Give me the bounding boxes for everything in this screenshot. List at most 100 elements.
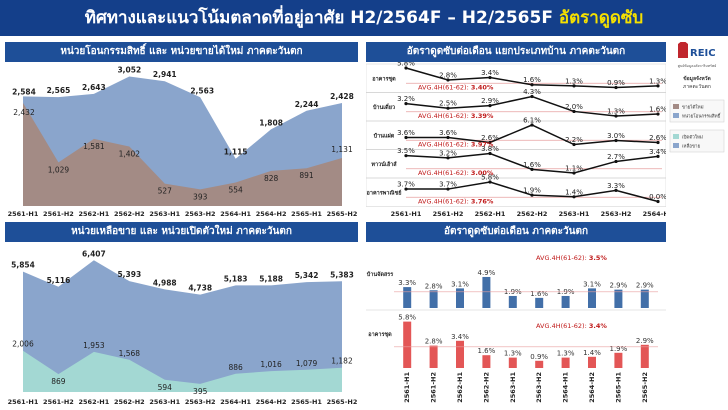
panel-title-top-right: อัตราดูดซับต่อเดือน แยกประเภทบ้าน ภาคตะว… xyxy=(366,42,666,62)
data-label: 869 xyxy=(51,377,66,386)
data-label: 1,568 xyxy=(119,349,141,358)
data-label: 2.7% xyxy=(607,153,625,161)
data-label: 3.2% xyxy=(397,95,415,103)
logo-subtitle: ศูนย์ข้อมูลอสังหาริมทรัพย์ xyxy=(678,64,717,68)
plot-background xyxy=(366,242,666,408)
data-label: 2.9% xyxy=(481,97,499,105)
bar xyxy=(403,321,412,368)
data-label: 2.6% xyxy=(481,134,499,142)
data-label: 1.4% xyxy=(565,188,583,196)
data-label: 393 xyxy=(193,192,208,201)
x-tick-label: 2561-H2 xyxy=(433,210,464,218)
avg-annotation: AVG.4H(61-62): 3.40% xyxy=(418,84,494,92)
row-frame xyxy=(366,177,666,207)
data-label: 2.9% xyxy=(610,282,628,290)
data-label: 1.6% xyxy=(530,290,548,298)
data-point xyxy=(404,66,408,70)
data-label: 594 xyxy=(158,383,173,392)
avg-annotation: AVG.4H(61-62): 3.76% xyxy=(418,198,494,206)
data-label: 1,581 xyxy=(83,142,105,151)
data-label: 554 xyxy=(229,185,244,194)
bar xyxy=(482,276,491,308)
data-point xyxy=(446,156,450,160)
data-label: 1.9% xyxy=(523,187,541,195)
data-point xyxy=(530,193,534,197)
data-point xyxy=(572,195,576,199)
x-tick-label: 2564-H1 xyxy=(220,398,251,406)
data-label: 3.5% xyxy=(397,147,415,155)
data-point xyxy=(446,187,450,191)
data-label: 1.3% xyxy=(607,108,625,116)
data-point xyxy=(572,171,576,175)
data-point xyxy=(488,151,492,156)
legend-swatch-new-launch xyxy=(673,134,679,139)
data-label: 2.8% xyxy=(439,71,457,79)
data-label: 1,029 xyxy=(48,165,70,174)
bar xyxy=(535,360,544,368)
data-label: 891 xyxy=(299,171,314,180)
data-point xyxy=(614,138,618,143)
data-point xyxy=(446,106,450,110)
legend-label-new-sales: ขายได้ใหม่ xyxy=(682,105,704,111)
data-label: 2.0% xyxy=(565,103,583,111)
data-point xyxy=(614,188,618,193)
data-label: 3.3% xyxy=(607,182,625,190)
data-label: 1,402 xyxy=(119,150,141,159)
avg-label: AVG.4H(61-62): xyxy=(418,169,471,177)
avg-label: AVG.4H(61-62): xyxy=(418,112,471,120)
row-label: ทาวน์เฮ้าส์ xyxy=(371,160,397,168)
data-label: 4,738 xyxy=(188,284,212,293)
reic-logo: REIC ศูนย์ข้อมูลอสังหาริมทรัพย์ xyxy=(678,42,717,68)
data-label: 4,988 xyxy=(153,278,177,287)
data-point xyxy=(446,135,450,140)
avg-annotation: AVG.4H(61-62): 3.39% xyxy=(418,112,494,120)
bar xyxy=(482,355,491,368)
data-label: 5,183 xyxy=(224,274,248,283)
data-label: 2,643 xyxy=(82,83,106,92)
avg-annotation: AVG.4H(61-62): 3.5% xyxy=(536,254,607,262)
panel-title-bottom-right: อัตราดูดซับต่อเดือน ภาคตะวันตก xyxy=(366,222,666,242)
data-label: 395 xyxy=(193,387,208,396)
bar xyxy=(561,357,570,368)
data-label: 1,016 xyxy=(260,360,282,369)
data-point xyxy=(404,102,408,106)
area-series-1 xyxy=(23,102,342,206)
row-label: อาคารพาณิชย์ xyxy=(367,189,402,196)
bar xyxy=(561,295,570,308)
data-label: 3.3% xyxy=(398,279,416,287)
data-point xyxy=(488,140,492,145)
legend-swatch-new-sales xyxy=(673,104,679,109)
bar xyxy=(456,288,464,308)
row-label: บ้านแฝด xyxy=(374,131,395,139)
panel-title-bottom-left: หน่วยเหลือขาย และ หน่วยเปิดตัวใหม่ ภาคตะ… xyxy=(5,222,358,242)
area-series-1 xyxy=(23,350,342,392)
data-point xyxy=(488,104,492,108)
data-label: 3.4% xyxy=(481,69,499,77)
data-label: 1.3% xyxy=(565,77,583,85)
x-tick-label: 2565-H1 xyxy=(291,398,322,406)
data-point xyxy=(404,187,408,191)
x-tick-label: 2561-H2 xyxy=(43,210,74,218)
page-title: ทิศทางและแนวโน้มตลาดที่อยู่อาศัย H2/2564… xyxy=(0,0,728,36)
data-label: 1,182 xyxy=(331,357,353,366)
x-tick-label: 2564-H2 xyxy=(256,210,287,218)
x-tick-label: 2564-H1 xyxy=(220,210,251,218)
x-tick-label: 2564-H2 xyxy=(588,372,596,403)
data-label: 3.1% xyxy=(451,280,469,288)
data-label: 5.8% xyxy=(397,62,415,68)
data-label: 3.0% xyxy=(607,132,625,140)
legend-label-transfer: หน่วยโอนกรรมสิทธิ์ xyxy=(682,112,722,120)
logo-text: REIC xyxy=(690,48,716,59)
data-point xyxy=(572,109,576,114)
avg-label: AVG.4H(61-62): xyxy=(536,254,589,262)
bar xyxy=(640,344,649,368)
absorption-by-type-chart: อาคารชุด 5.8% 2.8% 3.4% 1.6% 1.3% 0.9% 1.3% AVG.… xyxy=(366,62,666,220)
data-label: 2,428 xyxy=(330,92,354,101)
data-label: 2,006 xyxy=(12,340,34,349)
data-label: 4.3% xyxy=(523,88,541,96)
avg-label: AVG.4H(61-62): xyxy=(418,84,471,92)
bar xyxy=(429,345,438,368)
data-label: 2.9% xyxy=(636,282,654,290)
x-tick-label: 2565-H2 xyxy=(327,210,358,218)
